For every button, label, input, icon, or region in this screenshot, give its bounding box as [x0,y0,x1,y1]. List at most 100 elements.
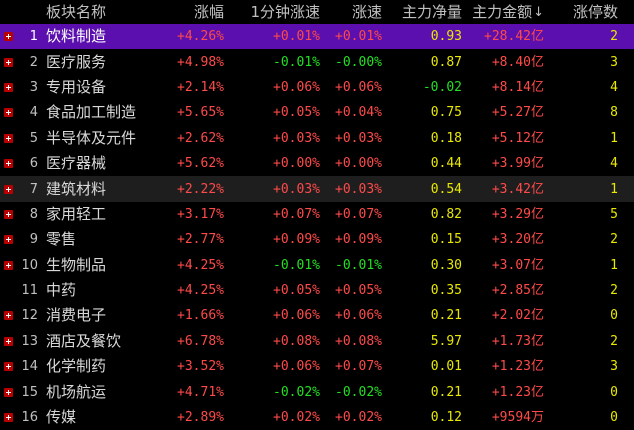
main-amount-value: +2.85亿 [491,283,544,299]
sector-name: 医疗服务 [46,52,107,71]
speed-value: +0.09% [335,232,382,248]
speed-1min-value: -0.02% [273,384,320,400]
header-change[interactable]: 涨幅 [193,2,224,21]
change-value: +2.89% [177,410,224,426]
change-value: +4.71% [177,384,224,400]
table-row[interactable]: 15 机场航运 +4.71% -0.02% -0.02% 0.21 +1.23亿 0 [0,379,634,404]
plus-box-icon[interactable] [3,209,13,219]
plus-box-icon[interactable] [3,413,13,423]
limit-up-count: 5 [610,206,618,222]
row-index: 1 [29,29,38,45]
row-index: 16 [21,410,38,426]
table-row[interactable]: 16 传媒 +2.89% +0.02% +0.02% 0.12 +9594万 0 [0,405,634,430]
net-inflow-value: 0.18 [430,130,462,146]
sector-name: 医疗器械 [46,154,107,173]
header-main-amount[interactable]: 主力金额 ↓ [466,0,544,24]
plus-box-icon[interactable] [3,260,13,270]
sector-name: 专用设备 [46,77,107,96]
table-row[interactable]: 14 化学制药 +3.52% +0.06% +0.07% 0.01 +1.23亿 3 [0,354,634,379]
sector-name: 机场航运 [46,382,107,401]
speed-value: +0.03% [335,130,382,146]
row-index: 13 [21,333,38,349]
sector-name: 零售 [46,230,77,249]
speed-value: -0.00% [335,54,382,70]
table-row[interactable]: 9 零售 +2.77% +0.09% +0.09% 0.15 +3.20亿 2 [0,227,634,252]
table-row[interactable]: 10 生物制品 +4.25% -0.01% -0.01% 0.30 +3.07亿 1 [0,253,634,278]
net-inflow-value: 0.21 [430,308,462,324]
row-marker [2,405,14,430]
limit-up-count: 0 [610,308,618,324]
row-marker [2,126,14,151]
row-index: 15 [21,384,38,400]
change-value: +4.98% [177,54,224,70]
sector-name: 中药 [46,281,77,300]
table-row[interactable]: 7 建筑材料 +2.22% +0.03% +0.03% 0.54 +3.42亿 1 [0,176,634,202]
header-sector-name[interactable]: 板块名称 [46,2,107,21]
table-row[interactable]: 11 中药 +4.25% +0.05% +0.05% 0.35 +2.85亿 2 [0,278,634,303]
plus-box-icon[interactable] [3,311,13,321]
change-value: +6.78% [177,333,224,349]
header-limit-up[interactable]: 涨停数 [572,2,618,21]
header-1min-speed[interactable]: 1分钟涨速 [250,2,320,21]
main-amount-value: +2.02亿 [491,308,544,324]
table-row[interactable]: 2 医疗服务 +4.98% -0.01% -0.00% 0.87 +8.40亿 3 [0,49,634,74]
speed-value: +0.05% [335,283,382,299]
plus-box-icon[interactable] [3,57,13,67]
change-value: +3.52% [177,359,224,375]
speed-value: -0.02% [335,384,382,400]
sector-name: 生物制品 [46,255,107,274]
change-value: +4.26% [177,29,224,45]
plus-box-icon[interactable] [3,82,13,92]
limit-up-count: 3 [610,54,618,70]
plus-box-icon[interactable] [3,387,13,397]
plus-box-icon[interactable] [3,159,13,169]
speed-value: +0.07% [335,359,382,375]
table-body: 1 饮料制造 +4.26% +0.01% +0.01% 0.93 +28.42亿 2 2 医疗服务… [0,24,634,430]
row-marker [2,329,14,354]
table-row[interactable]: 1 饮料制造 +4.26% +0.01% +0.01% 0.93 +28.42亿 2 [0,24,634,50]
plus-box-icon[interactable] [3,32,13,42]
row-index: 12 [21,308,38,324]
speed-value: +0.06% [335,79,382,95]
table-row[interactable]: 5 半导体及元件 +2.62% +0.03% +0.03% 0.18 +5.12亿 1 [0,126,634,151]
change-value: +4.25% [177,257,224,273]
speed-1min-value: +0.05% [273,283,320,299]
header-net-inflow[interactable]: 主力净量 [401,2,462,21]
speed-value: +0.07% [335,206,382,222]
table-header: 板块名称 涨幅 1分钟涨速 涨速 主力净量 主力金额 ↓ 涨停数 [0,0,634,24]
plus-box-icon[interactable] [3,133,13,143]
table-row[interactable]: 6 医疗器械 +5.62% +0.00% +0.00% 0.44 +3.99亿 4 [0,151,634,176]
row-marker [2,227,14,252]
speed-1min-value: +0.01% [273,29,320,45]
plus-box-icon[interactable] [3,362,13,372]
sector-name: 传媒 [46,408,77,427]
table-row[interactable]: 4 食品加工制造 +5.65% +0.05% +0.04% 0.75 +5.27亿 8 [0,100,634,125]
limit-up-count: 2 [610,29,618,45]
plus-box-icon[interactable] [3,184,13,194]
speed-1min-value: +0.06% [273,79,320,95]
plus-box-icon[interactable] [3,336,13,346]
change-value: +2.62% [177,130,224,146]
row-marker [2,176,14,201]
change-value: +5.62% [177,156,224,172]
table-row[interactable]: 8 家用轻工 +3.17% +0.07% +0.07% 0.82 +3.29亿 5 [0,202,634,227]
speed-1min-value: +0.06% [273,308,320,324]
net-inflow-value: -0.02 [422,79,462,95]
change-value: +2.14% [177,79,224,95]
speed-value: +0.01% [335,29,382,45]
limit-up-count: 8 [610,105,618,121]
table-row[interactable]: 12 消费电子 +1.66% +0.06% +0.06% 0.21 +2.02亿 0 [0,303,634,328]
header-speed[interactable]: 涨速 [351,2,382,21]
plus-box-icon[interactable] [3,108,13,118]
plus-box-icon[interactable] [3,235,13,245]
table-row[interactable]: 3 专用设备 +2.14% +0.06% +0.06% -0.02 +8.14亿 4 [0,75,634,100]
row-marker [2,379,14,404]
change-value: +3.17% [177,206,224,222]
table-row[interactable]: 13 酒店及餐饮 +6.78% +0.08% +0.08% 5.97 +1.73亿 2 [0,329,634,354]
row-index: 14 [21,359,38,375]
limit-up-count: 0 [610,410,618,426]
change-value: +2.77% [177,232,224,248]
main-amount-value: +3.42亿 [491,181,544,197]
row-marker [2,303,14,328]
